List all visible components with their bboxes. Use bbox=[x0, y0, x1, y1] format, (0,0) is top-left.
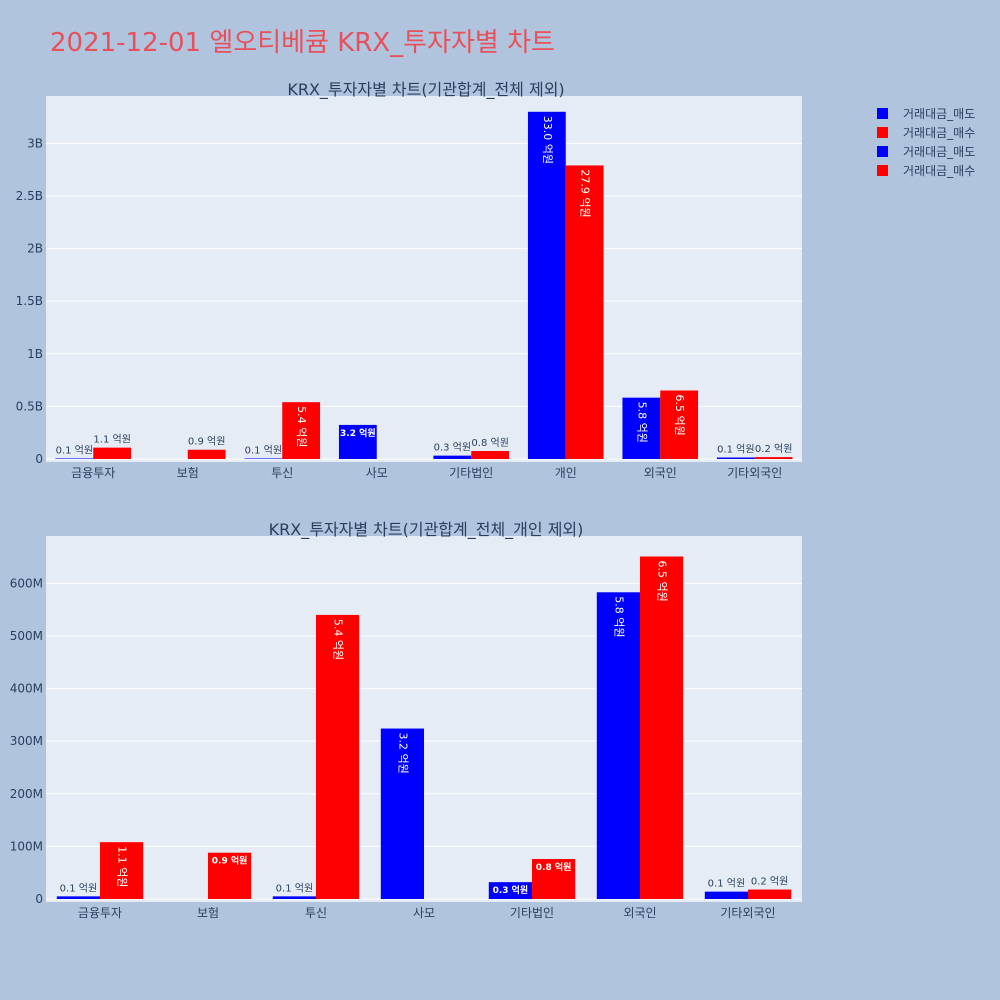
x-tick-label: 개인 bbox=[555, 466, 577, 480]
data-label: 0.1 억원 bbox=[717, 444, 754, 456]
bar-buy bbox=[532, 859, 576, 899]
y-tick-label: 0.5B bbox=[16, 399, 43, 413]
y-tick-label: 300M bbox=[10, 734, 43, 748]
bar-sell bbox=[55, 458, 94, 459]
x-tick-label: 외국인 bbox=[644, 466, 677, 480]
data-label: 0.2 억원 bbox=[751, 876, 788, 888]
data-label: 33.0 억원 bbox=[541, 116, 554, 164]
y-tick-label: 1.5B bbox=[16, 294, 43, 308]
legend-label: 거래대금_매도 bbox=[903, 145, 975, 159]
data-label: 6.5 억원 bbox=[656, 561, 669, 602]
bar-buy bbox=[100, 842, 144, 899]
bar-sell bbox=[527, 111, 566, 460]
y-tick-label: 600M bbox=[10, 576, 43, 590]
bar-buy bbox=[208, 852, 252, 899]
bar-buy bbox=[640, 556, 684, 899]
x-tick-label: 투신 bbox=[305, 906, 327, 920]
bar-sell bbox=[380, 728, 424, 899]
data-label: 6.5 억원 bbox=[673, 395, 686, 436]
y-tick-label: 2B bbox=[27, 242, 43, 256]
y-tick-label: 200M bbox=[10, 787, 43, 801]
bar-sell bbox=[622, 397, 661, 459]
bar-sell bbox=[272, 896, 316, 899]
data-label: 5.8 억원 bbox=[635, 402, 648, 443]
data-label: 0.1 억원 bbox=[708, 878, 745, 890]
data-label: 1.1 억원 bbox=[116, 846, 129, 887]
bar-sell bbox=[244, 458, 283, 459]
bar-sell bbox=[716, 457, 755, 459]
y-tick-label: 1B bbox=[27, 347, 43, 361]
y-tick-label: 0 bbox=[35, 452, 43, 466]
data-label: 0.1 억원 bbox=[276, 882, 313, 894]
data-label: 5.4 억원 bbox=[295, 406, 308, 447]
x-tick-label: 보험 bbox=[197, 906, 219, 920]
bar-buy bbox=[316, 614, 360, 899]
data-label: 3.2 억원 bbox=[396, 733, 409, 774]
x-tick-label: 사모 bbox=[366, 466, 388, 480]
x-tick-label: 기타외국인 bbox=[720, 906, 775, 920]
bar-sell bbox=[488, 882, 532, 899]
bar-sell bbox=[596, 592, 640, 899]
bar-buy bbox=[187, 449, 226, 459]
legend-swatch bbox=[877, 108, 888, 119]
y-tick-label: 100M bbox=[10, 839, 43, 853]
x-tick-label: 사모 bbox=[413, 906, 435, 920]
chart-title: KRX_투자자별 차트(기관합계_전체 제외) bbox=[287, 80, 564, 100]
y-tick-label: 3B bbox=[27, 136, 43, 150]
y-tick-label: 2.5B bbox=[16, 189, 43, 203]
bar-sell bbox=[338, 424, 377, 459]
x-tick-label: 금융투자 bbox=[78, 906, 122, 920]
data-label: 0.1 억원 bbox=[245, 444, 282, 456]
legend-label: 거래대금_매수 bbox=[903, 164, 975, 178]
data-label: 0.1 억원 bbox=[56, 444, 93, 456]
data-label: 0.2 억원 bbox=[755, 443, 792, 455]
y-tick-label: 400M bbox=[10, 682, 43, 696]
bar-sell bbox=[704, 891, 748, 899]
bar-buy bbox=[93, 447, 132, 459]
y-tick-label: 0 bbox=[35, 892, 43, 906]
bar-sell bbox=[433, 455, 472, 459]
x-tick-label: 보험 bbox=[177, 466, 199, 480]
y-tick-label: 500M bbox=[10, 629, 43, 643]
x-tick-label: 금융투자 bbox=[71, 466, 115, 480]
x-tick-label: 기타법인 bbox=[510, 906, 554, 920]
data-label: 0.9 억원 bbox=[188, 436, 225, 448]
x-tick-label: 투신 bbox=[271, 466, 293, 480]
data-label: 3.2 억원 bbox=[340, 427, 376, 439]
data-label: 0.1 억원 bbox=[60, 882, 97, 894]
x-tick-label: 기타법인 bbox=[449, 466, 493, 480]
data-label: 27.9 억원 bbox=[579, 169, 592, 217]
data-label: 0.8 억원 bbox=[536, 861, 572, 873]
bar-buy bbox=[282, 402, 321, 459]
chart-title: KRX_투자자별 차트(기관합계_전체_개인 제외) bbox=[269, 520, 584, 540]
bar-buy bbox=[660, 390, 699, 459]
legend-label: 거래대금_매도 bbox=[903, 107, 975, 121]
data-label: 1.1 억원 bbox=[93, 434, 130, 446]
legend-swatch bbox=[877, 165, 888, 176]
data-label: 0.9 억원 bbox=[212, 855, 248, 867]
data-label: 0.3 억원 bbox=[493, 884, 529, 896]
page-title: 2021-12-01 엘오티베큠 KRX_투자자별 차트 bbox=[50, 28, 555, 58]
x-tick-label: 기타외국인 bbox=[727, 466, 782, 480]
data-label: 5.8 억원 bbox=[612, 596, 625, 637]
bar-buy bbox=[471, 451, 510, 459]
x-tick-label: 외국인 bbox=[623, 906, 656, 920]
data-label: 0.8 억원 bbox=[471, 437, 508, 449]
legend-swatch bbox=[877, 127, 888, 138]
bar-buy bbox=[754, 457, 793, 459]
legend-label: 거래대금_매수 bbox=[903, 126, 975, 140]
bar-buy bbox=[565, 165, 604, 459]
bar-buy bbox=[748, 889, 792, 899]
bar-sell bbox=[56, 896, 100, 899]
data-label: 0.3 억원 bbox=[434, 442, 471, 454]
data-label: 5.4 억원 bbox=[332, 619, 345, 660]
legend-swatch bbox=[877, 146, 888, 157]
